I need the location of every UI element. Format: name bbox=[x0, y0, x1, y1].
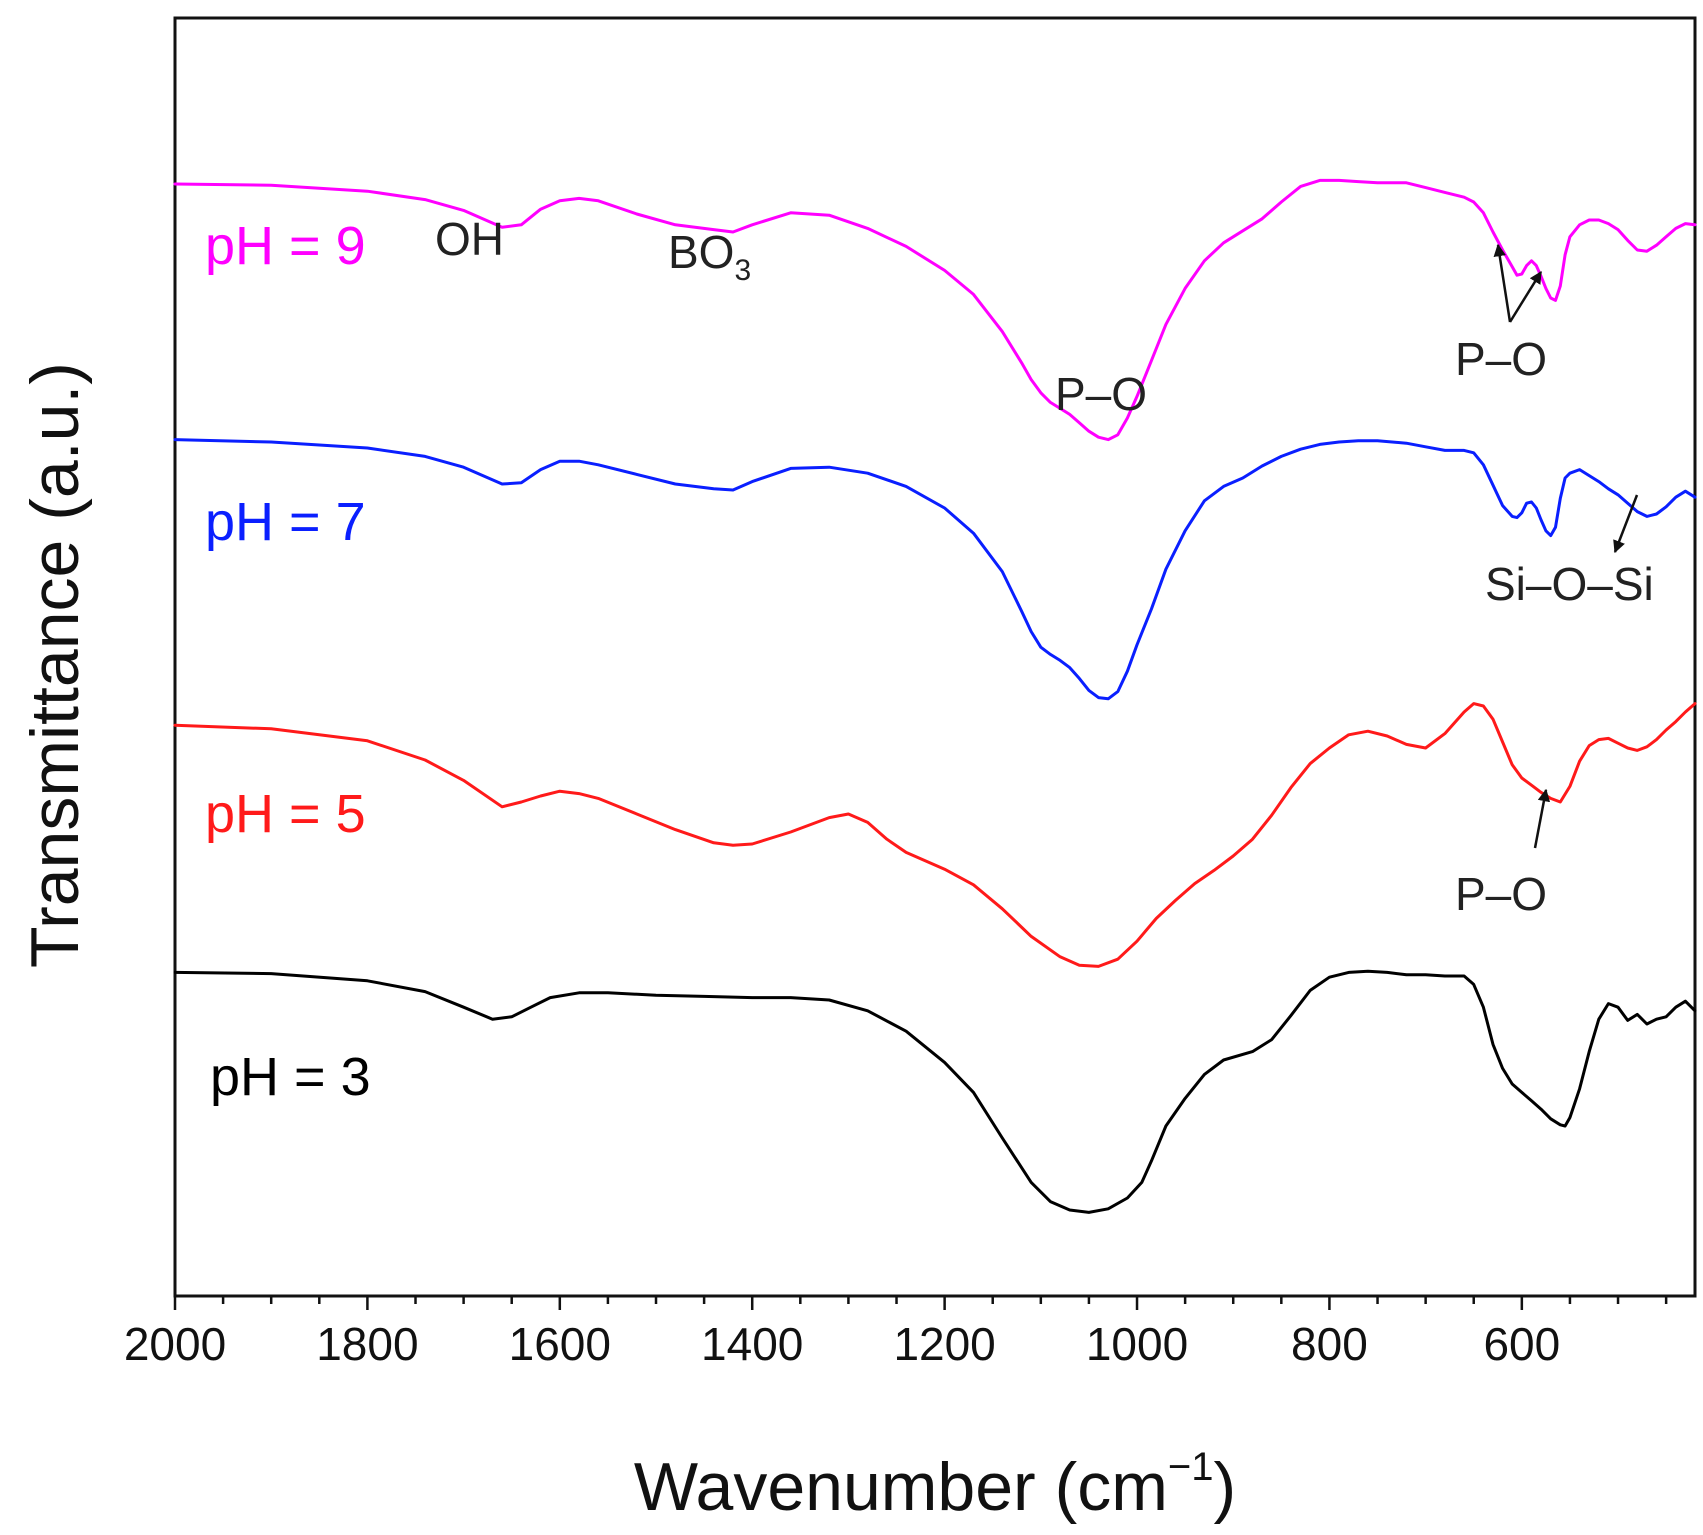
series-line-ph9 bbox=[173, 178, 1697, 442]
annotation-bo3-base: BO bbox=[668, 226, 734, 278]
x-axis-title-main: Wavenumber (cm bbox=[634, 1449, 1168, 1525]
series-label-ph7: pH = 7 bbox=[205, 492, 366, 552]
x-tick-label: 1400 bbox=[701, 1318, 803, 1370]
plot-frame bbox=[173, 16, 1697, 1298]
x-axis-ticks: 2000 1800 1600 1400 1200 1000 800 600 bbox=[124, 1296, 1668, 1370]
series-label-ph9: pH = 9 bbox=[205, 216, 366, 276]
series-label-ph3: pH = 3 bbox=[210, 1047, 371, 1107]
series-label-ph5: pH = 5 bbox=[205, 784, 366, 844]
annotation-po-main: P–O bbox=[1055, 368, 1147, 420]
series-lines bbox=[173, 178, 1697, 1214]
x-tick-label: 2000 bbox=[124, 1318, 226, 1370]
x-tick-label: 1200 bbox=[893, 1318, 995, 1370]
series-line-ph3 bbox=[173, 969, 1697, 1214]
x-axis-title-close: ) bbox=[1214, 1449, 1237, 1525]
x-tick-label: 1600 bbox=[509, 1318, 611, 1370]
y-axis-title: Transmittance (a.u.) bbox=[17, 362, 93, 968]
arrow-si-o-si bbox=[1613, 494, 1639, 554]
series-line-ph5 bbox=[173, 702, 1697, 968]
x-tick-label: 1800 bbox=[316, 1318, 418, 1370]
arrow-po-ph5 bbox=[1533, 788, 1551, 849]
x-axis-title-sup: −1 bbox=[1168, 1445, 1214, 1489]
x-axis-title: Wavenumber (cm−1) bbox=[634, 1445, 1236, 1525]
annotation-oh: OH bbox=[435, 213, 504, 265]
arrow-po-ph9-left bbox=[1493, 243, 1512, 323]
arrow-po-ph9-right bbox=[1508, 270, 1543, 323]
x-tick-label: 600 bbox=[1483, 1318, 1560, 1370]
annotation-po-ph9: P–O bbox=[1455, 333, 1547, 385]
series-line-ph7 bbox=[173, 438, 1697, 701]
x-tick-label: 800 bbox=[1291, 1318, 1368, 1370]
annotation-po-ph5: P–O bbox=[1455, 868, 1547, 920]
annotation-bo3: BO3 bbox=[668, 226, 751, 287]
annotation-si-o-si: Si–O–Si bbox=[1485, 558, 1654, 610]
x-tick-label: 1000 bbox=[1086, 1318, 1188, 1370]
annotation-bo3-sub: 3 bbox=[734, 254, 751, 287]
